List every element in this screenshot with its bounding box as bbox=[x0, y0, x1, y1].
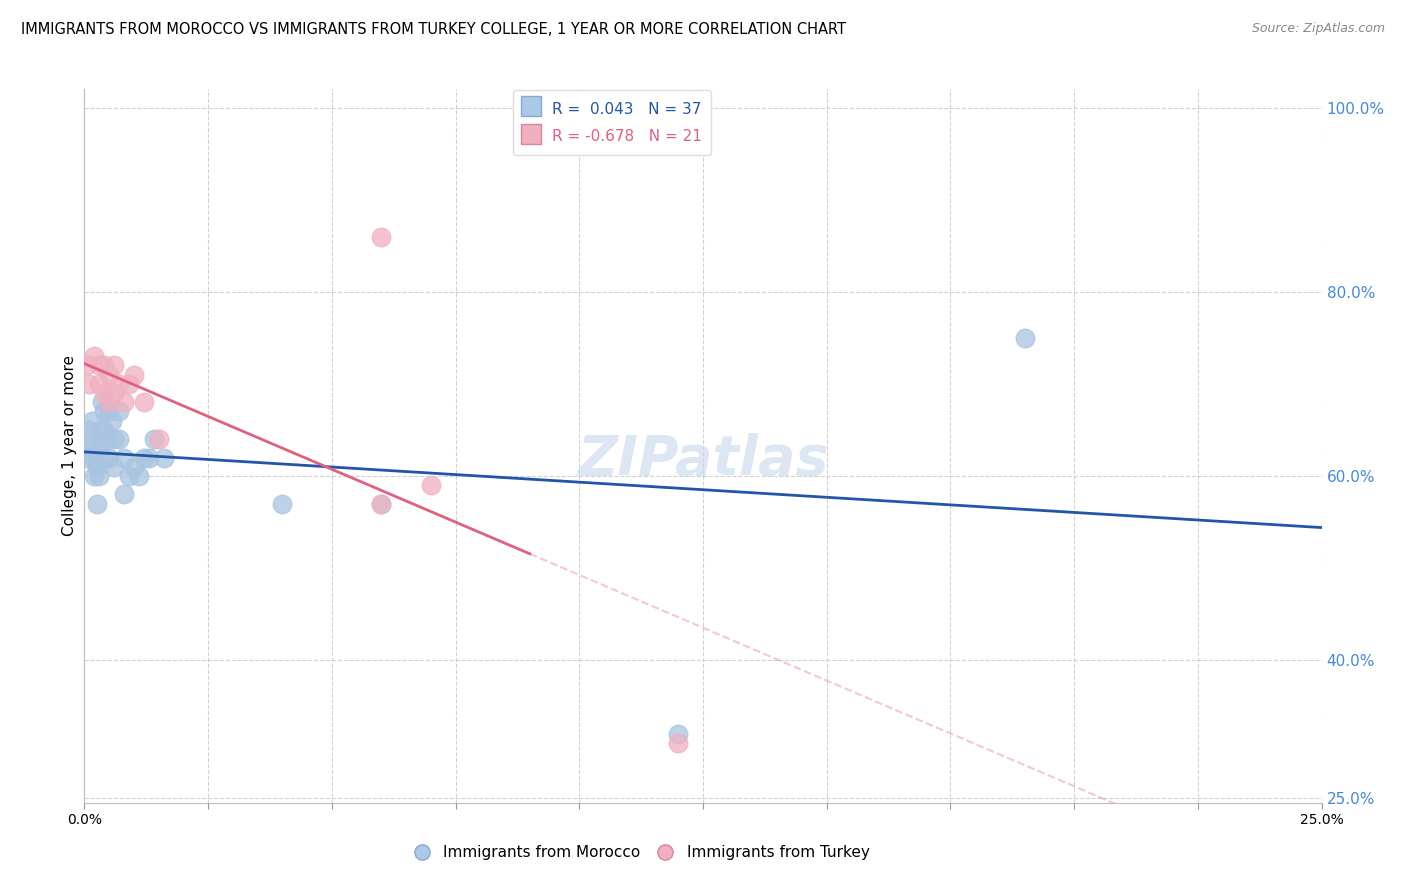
Y-axis label: College, 1 year or more: College, 1 year or more bbox=[62, 356, 77, 536]
Point bbox=[83, 349, 105, 363]
Point bbox=[142, 432, 165, 446]
Text: Source: ZipAtlas.com: Source: ZipAtlas.com bbox=[1251, 22, 1385, 36]
Legend: Immigrants from Morocco, Immigrants from Turkey: Immigrants from Morocco, Immigrants from… bbox=[406, 839, 876, 866]
Point bbox=[271, 497, 294, 511]
Point bbox=[89, 469, 111, 483]
Point bbox=[148, 432, 170, 446]
Point bbox=[419, 478, 441, 492]
Point bbox=[79, 376, 101, 391]
Point bbox=[98, 404, 121, 418]
Point bbox=[103, 386, 125, 401]
Point bbox=[112, 395, 135, 409]
Point bbox=[112, 450, 135, 465]
Point bbox=[86, 497, 108, 511]
Point bbox=[370, 497, 392, 511]
Point bbox=[89, 442, 111, 456]
Point bbox=[132, 395, 155, 409]
Point bbox=[79, 423, 101, 437]
Point bbox=[122, 368, 145, 382]
Point bbox=[80, 442, 103, 456]
Point bbox=[118, 376, 141, 391]
Point bbox=[93, 404, 115, 418]
Point bbox=[98, 395, 121, 409]
Point bbox=[76, 359, 98, 373]
Point bbox=[90, 395, 112, 409]
Point bbox=[118, 469, 141, 483]
Text: ZIPatlas: ZIPatlas bbox=[578, 434, 828, 487]
Point bbox=[93, 386, 115, 401]
Point bbox=[89, 359, 111, 373]
Point bbox=[83, 469, 105, 483]
Point bbox=[108, 404, 131, 418]
Point bbox=[89, 376, 111, 391]
Point bbox=[100, 414, 122, 428]
Point bbox=[370, 229, 392, 244]
Point bbox=[370, 497, 392, 511]
Point bbox=[112, 487, 135, 501]
Point bbox=[103, 359, 125, 373]
Point bbox=[93, 359, 115, 373]
Point bbox=[98, 450, 121, 465]
Point bbox=[76, 450, 98, 465]
Point bbox=[86, 459, 108, 474]
Point bbox=[103, 459, 125, 474]
Point bbox=[98, 368, 121, 382]
Point bbox=[666, 727, 689, 741]
Point bbox=[152, 450, 174, 465]
Point bbox=[83, 450, 105, 465]
Point bbox=[103, 432, 125, 446]
Point bbox=[132, 450, 155, 465]
Point bbox=[80, 414, 103, 428]
Text: IMMIGRANTS FROM MOROCCO VS IMMIGRANTS FROM TURKEY COLLEGE, 1 YEAR OR MORE CORREL: IMMIGRANTS FROM MOROCCO VS IMMIGRANTS FR… bbox=[21, 22, 846, 37]
Point bbox=[96, 432, 118, 446]
Point bbox=[666, 736, 689, 750]
Point bbox=[93, 450, 115, 465]
Point bbox=[122, 459, 145, 474]
Point bbox=[93, 423, 115, 437]
Point bbox=[108, 432, 131, 446]
Point bbox=[138, 450, 160, 465]
Point bbox=[1014, 331, 1036, 345]
Point bbox=[108, 376, 131, 391]
Point bbox=[128, 469, 150, 483]
Point bbox=[90, 423, 112, 437]
Point bbox=[79, 432, 101, 446]
